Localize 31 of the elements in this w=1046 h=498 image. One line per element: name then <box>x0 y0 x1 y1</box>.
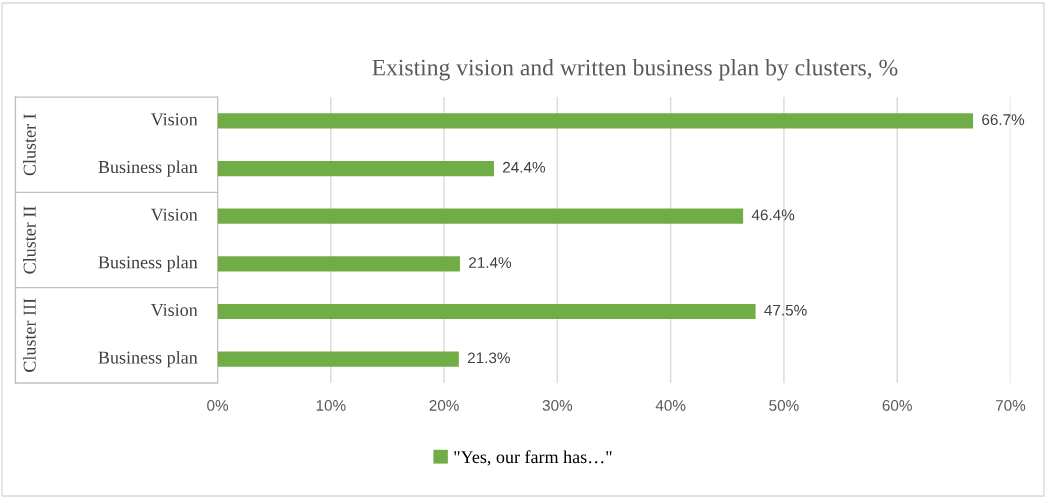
bar <box>217 160 494 177</box>
y-tick-label: Business plan <box>98 255 198 273</box>
bar <box>217 303 756 320</box>
text: Cluster II <box>23 206 36 274</box>
bar <box>217 351 459 367</box>
y-tick-label: Business plan <box>98 160 198 177</box>
y-tick-label: Business plan <box>98 350 198 368</box>
y-tick-label: Vision <box>150 208 198 221</box>
y-tick-label: Vision <box>150 113 198 126</box>
y-tick-label: Vision <box>150 303 198 317</box>
x-tick-label: 60% <box>882 400 912 411</box>
data-label: 66.7% <box>982 114 1025 126</box>
x-tick-label: 10% <box>316 400 346 411</box>
x-tick-label: 70% <box>995 400 1026 411</box>
legend-label: "Yes, our farm has…" <box>454 450 612 466</box>
x-tick-label: 0% <box>207 400 229 411</box>
data-label: 21.3% <box>467 352 510 364</box>
text: Cluster I <box>23 114 36 176</box>
x-tick-label: 50% <box>769 400 799 411</box>
bar <box>217 113 974 129</box>
data-label: 47.5% <box>764 304 807 316</box>
x-tick-label: 40% <box>655 400 686 411</box>
data-label: 46.4% <box>751 209 795 221</box>
data-label: 24.4% <box>503 161 546 173</box>
data-label: 21.4% <box>469 257 512 268</box>
chart-title: Existing vision and written business plan by clusters, % <box>372 58 898 81</box>
bar <box>217 256 460 272</box>
bar <box>217 208 744 224</box>
text: Cluster III <box>23 298 36 372</box>
x-tick-label: 30% <box>542 400 573 411</box>
x-tick-label: 20% <box>429 400 459 411</box>
